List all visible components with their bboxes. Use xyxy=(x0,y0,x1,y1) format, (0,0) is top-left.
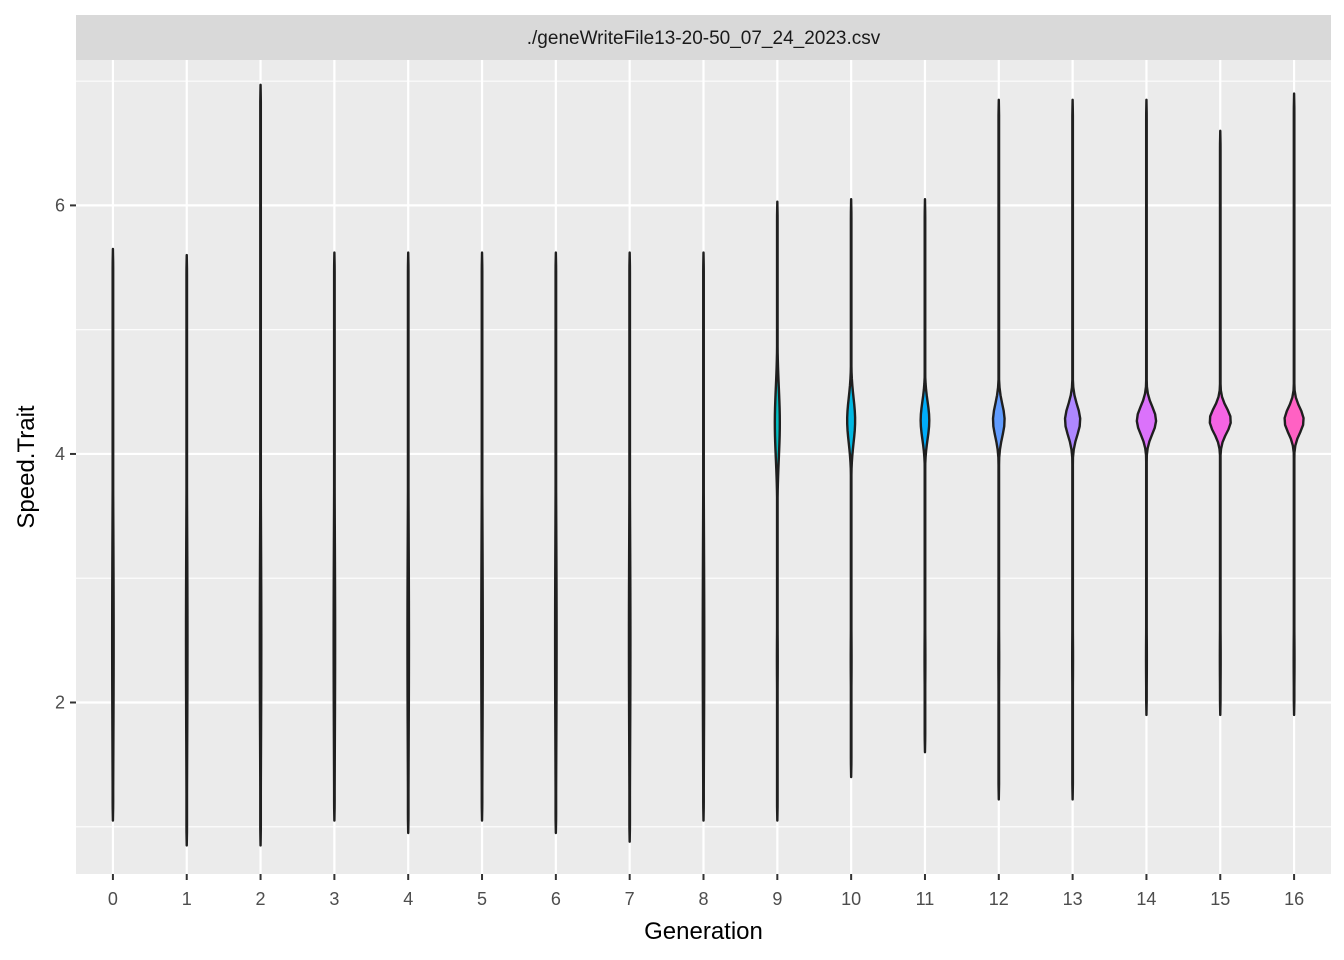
violin-gen-3 xyxy=(332,251,337,822)
x-tick-label: 4 xyxy=(403,889,413,909)
x-tick-label: 10 xyxy=(841,889,861,909)
x-tick-label: 1 xyxy=(182,889,192,909)
x-tick-label: 13 xyxy=(1063,889,1083,909)
violin-gen-14 xyxy=(1135,98,1158,717)
y-tick-label: 2 xyxy=(55,693,65,713)
x-tick-label: 5 xyxy=(477,889,487,909)
violin-gen-7 xyxy=(627,251,632,843)
y-axis: 2 4 6 xyxy=(55,195,76,713)
x-tick-label: 6 xyxy=(551,889,561,909)
strip-label: ./geneWriteFile13-20-50_07_24_2023.csv xyxy=(527,28,881,49)
violin-gen-9 xyxy=(773,200,782,822)
violin-gen-6 xyxy=(553,251,558,835)
x-tick-label: 3 xyxy=(329,889,339,909)
violin-gen-12 xyxy=(991,98,1006,801)
violin-gen-11 xyxy=(919,197,931,754)
violin-gen-16 xyxy=(1283,92,1305,717)
y-axis-title: Speed.Trait xyxy=(13,405,40,529)
y-tick-label: 4 xyxy=(55,444,65,464)
x-tick-label: 15 xyxy=(1210,889,1230,909)
strip-background xyxy=(76,15,1331,60)
violin-gen-13 xyxy=(1063,98,1082,801)
x-tick-label: 7 xyxy=(625,889,635,909)
violin-gen-8 xyxy=(701,251,706,822)
x-tick-label: 12 xyxy=(989,889,1009,909)
y-tick-label: 6 xyxy=(55,195,65,215)
x-axis-title: Generation xyxy=(644,918,763,945)
x-tick-label: 14 xyxy=(1136,889,1156,909)
x-tick-label: 8 xyxy=(698,889,708,909)
violin-gen-1 xyxy=(184,253,189,847)
violin-gen-5 xyxy=(480,251,484,822)
x-tick-label: 9 xyxy=(772,889,782,909)
violins xyxy=(110,83,1305,847)
violin-gen-10 xyxy=(845,197,857,779)
x-axis: 0 1 2 3 4 5 6 7 8 9 10 11 12 13 14 15 16 xyxy=(108,874,1304,909)
x-tick-label: 0 xyxy=(108,889,118,909)
violin-gen-15 xyxy=(1208,129,1232,717)
violin-gen-2 xyxy=(258,83,263,847)
violin-gen-0 xyxy=(110,247,115,822)
x-tick-label: 16 xyxy=(1284,889,1304,909)
violin-gen-4 xyxy=(406,251,411,835)
x-tick-label: 11 xyxy=(916,889,935,909)
x-tick-label: 2 xyxy=(256,889,266,909)
